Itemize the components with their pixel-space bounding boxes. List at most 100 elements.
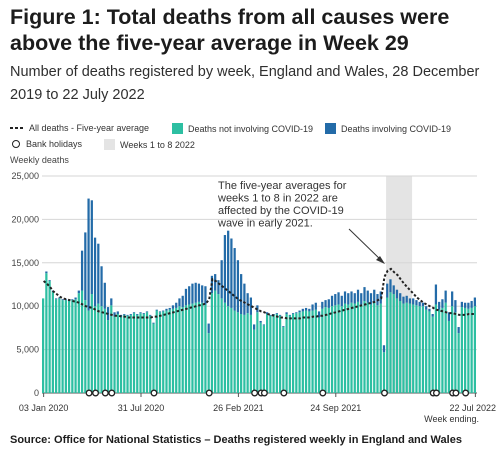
bar-covid	[314, 302, 317, 310]
bar-covid	[454, 300, 457, 313]
bar-covid	[369, 293, 373, 305]
bar-covid	[350, 291, 353, 303]
bar-not-covid	[353, 303, 356, 393]
bar-covid	[243, 283, 246, 315]
annotation-arrow-line	[348, 228, 384, 263]
y-tick-label: 20,000	[11, 214, 39, 224]
y-tick-label: 10,000	[11, 301, 39, 311]
bar-not-covid	[392, 294, 395, 393]
bar-not-covid	[447, 320, 451, 393]
bar-not-covid	[460, 307, 464, 393]
bar-covid	[93, 237, 97, 307]
x-tick-label: 22 Jul 2022	[449, 403, 496, 413]
legend-item-avg: All deaths - Five-year average	[10, 123, 149, 133]
annotation-arrowhead	[376, 256, 385, 264]
bar-not-covid	[129, 314, 132, 393]
bar-covid	[363, 287, 366, 301]
bar-not-covid	[275, 314, 278, 393]
bar-covid	[262, 324, 265, 326]
bar-not-covid	[369, 304, 373, 393]
bar-not-covid	[84, 300, 87, 393]
bar-not-covid	[42, 298, 45, 393]
bar-not-covid	[67, 300, 71, 393]
bar-covid	[48, 280, 51, 282]
bar-not-covid	[126, 315, 129, 393]
bar-covid	[90, 200, 93, 295]
bar-covid	[265, 312, 269, 315]
bar-covid	[184, 288, 188, 306]
annotation-line: The five-year averages for	[218, 180, 347, 192]
legend-label-not-covid: Deaths not involving COVID-19	[188, 123, 314, 134]
bar-not-covid	[152, 323, 155, 393]
bar-covid	[282, 326, 285, 328]
bar-not-covid	[77, 293, 80, 393]
bank-holiday-marker	[452, 389, 460, 397]
bar-not-covid	[431, 316, 434, 393]
bar-covid	[149, 314, 152, 316]
bar-not-covid	[149, 315, 152, 393]
bar-not-covid	[301, 311, 304, 393]
bar-covid	[447, 312, 451, 321]
bar-not-covid	[119, 316, 123, 393]
y-tick-label: 5,000	[16, 345, 39, 355]
bar-covid	[269, 314, 272, 316]
bar-not-covid	[395, 298, 399, 393]
x-tick-label: 31 Jul 2020	[118, 403, 165, 413]
bar-not-covid	[100, 306, 103, 393]
bar-not-covid	[110, 305, 113, 393]
annotation-line: weeks 1 to 8 in 2022 are	[217, 193, 338, 205]
bar-covid	[197, 283, 201, 302]
bar-not-covid	[470, 307, 473, 393]
bar-not-covid	[61, 300, 64, 393]
bank-holiday-circle-icon	[12, 140, 20, 148]
bank-holiday-marker	[381, 389, 388, 397]
bar-not-covid	[178, 306, 181, 393]
bar-covid	[58, 297, 61, 299]
legend-item-covid: Deaths involving COVID-19	[325, 123, 451, 134]
bar-not-covid	[304, 310, 308, 393]
bar-covid	[80, 250, 84, 291]
bar-not-covid	[428, 311, 431, 393]
bar-covid	[356, 289, 360, 302]
bar-not-covid	[444, 302, 447, 393]
bar-covid	[408, 298, 412, 304]
bar-covid	[415, 300, 418, 306]
bar-not-covid	[97, 303, 100, 393]
bar-not-covid	[324, 307, 327, 393]
bar-not-covid	[366, 302, 369, 393]
legend-label-avg: All deaths - Five-year average	[29, 123, 150, 133]
bar-not-covid	[399, 300, 402, 393]
bar-not-covid	[438, 309, 441, 393]
bar-not-covid	[249, 314, 253, 393]
bar-covid	[204, 286, 207, 305]
bar-not-covid	[373, 301, 376, 393]
bar-covid	[233, 248, 236, 311]
bar-covid	[61, 299, 64, 301]
bar-not-covid	[415, 305, 418, 393]
bar-not-covid	[376, 305, 379, 393]
bar-not-covid	[165, 310, 168, 393]
bar-not-covid	[314, 309, 317, 393]
x-tick-label: 03 Jan 2020	[19, 403, 69, 413]
bar-covid	[301, 308, 304, 312]
bar-covid	[246, 293, 249, 314]
bar-covid	[311, 304, 314, 311]
bar-not-covid	[158, 312, 162, 393]
bar-covid	[298, 310, 301, 313]
bar-covid	[330, 295, 334, 307]
bar-covid	[285, 312, 288, 315]
bar-covid	[188, 286, 191, 305]
bar-covid	[113, 312, 116, 317]
bar-covid	[457, 327, 460, 334]
bar-covid	[395, 289, 399, 299]
bank-holiday-marker	[280, 389, 288, 397]
bar-covid	[175, 302, 178, 308]
bar-not-covid	[175, 307, 178, 393]
bar-covid	[392, 285, 395, 295]
bar-not-covid	[48, 281, 51, 393]
bar-covid	[87, 198, 90, 311]
bar-covid	[438, 301, 441, 310]
bar-covid	[324, 300, 327, 308]
bar-covid	[103, 282, 106, 309]
bar-covid	[240, 274, 243, 315]
